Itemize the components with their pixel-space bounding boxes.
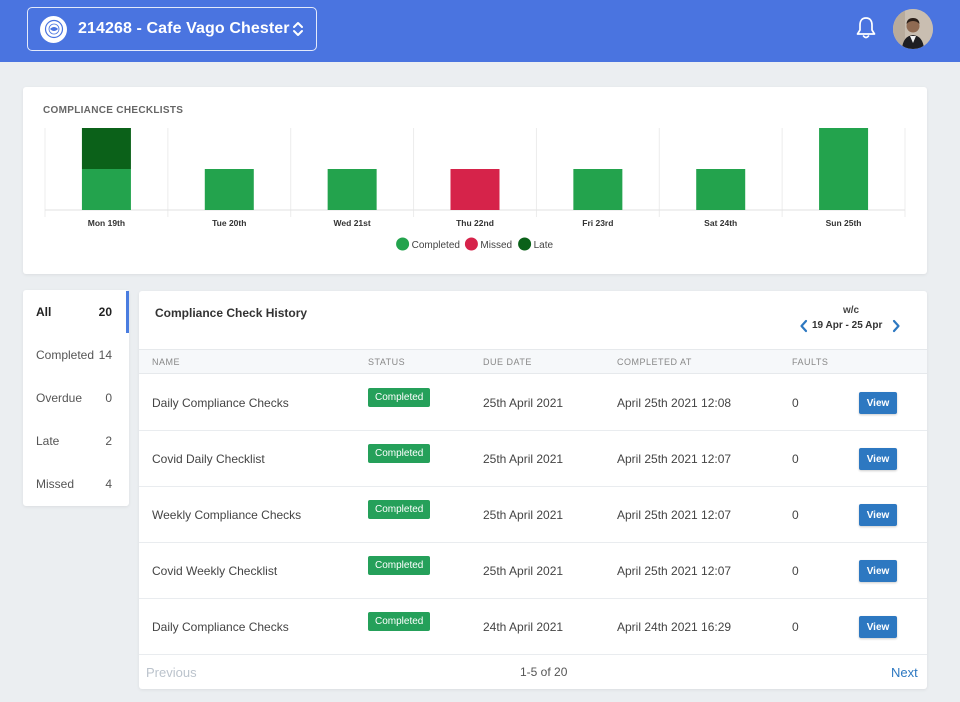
filter-label: Late (36, 434, 60, 448)
row-name: Covid Daily Checklist (152, 452, 265, 466)
week-label: w/c (842, 305, 860, 316)
status-badge: Completed (368, 500, 431, 519)
row-due-date: 25th April 2021 (483, 452, 564, 466)
bar-completed[interactable] (696, 169, 746, 210)
pagination-info: 1-5 of 20 (520, 665, 568, 679)
status-badge: Completed (368, 556, 431, 575)
filter-missed[interactable]: Missed 4 (23, 463, 129, 505)
view-button[interactable]: View (859, 504, 897, 526)
site-selector[interactable]: 214268 - Cafe Vago Chester (27, 7, 317, 51)
filter-count: 20 (98, 305, 112, 319)
column-header-due-date: DUE DATE (483, 357, 532, 367)
table-row: Weekly Compliance Checks Completed 25th … (139, 487, 927, 543)
compliance-chart: Mon 19th Tue 20th Wed 21st Thu 22nd Fri 23rd… (44, 128, 906, 251)
legend-label[interactable]: Missed (480, 240, 512, 251)
row-due-date: 25th April 2021 (483, 396, 564, 410)
filter-label: Completed (36, 348, 95, 362)
bell-icon[interactable] (854, 15, 878, 41)
table-row: Covid Weekly Checklist Completed 25th Ap… (139, 543, 927, 599)
table-row: Daily Compliance Checks Completed 25th A… (139, 375, 927, 431)
bar-missed[interactable] (450, 169, 500, 210)
avatar[interactable] (893, 9, 933, 49)
row-completed-at: April 25th 2021 12:08 (617, 396, 732, 410)
row-name: Weekly Compliance Checks (152, 508, 302, 522)
row-name: Covid Weekly Checklist (152, 564, 278, 578)
x-tick-label: Mon 19th (88, 218, 125, 228)
x-tick-label: Fri 23rd (582, 218, 613, 228)
bar-completed[interactable] (327, 169, 377, 210)
legend-swatch (464, 237, 478, 251)
column-header-name: NAME (152, 357, 181, 367)
bar-completed[interactable] (819, 128, 869, 210)
filter-late[interactable]: Late 2 (23, 420, 129, 462)
history-title: Compliance Check History (155, 306, 308, 320)
chevron-left-icon[interactable] (799, 319, 809, 338)
week-range: 19 Apr - 25 Apr (812, 320, 883, 331)
row-completed-at: April 25th 2021 12:07 (617, 564, 732, 578)
status-badge: Completed (368, 444, 431, 463)
table-row: Covid Daily Checklist Completed 25th Apr… (139, 431, 927, 487)
filter-count: 4 (105, 477, 112, 491)
row-name: Daily Compliance Checks (152, 396, 289, 410)
chevron-up-down-icon (292, 20, 304, 43)
row-completed-at: April 24th 2021 16:29 (617, 620, 732, 634)
row-faults: 0 (792, 396, 799, 410)
top-bar: 214268 - Cafe Vago Chester (0, 0, 960, 62)
chevron-right-icon[interactable] (891, 319, 901, 338)
legend-swatch (518, 237, 532, 251)
x-tick-label: Tue 20th (212, 218, 246, 228)
row-due-date: 25th April 2021 (483, 564, 564, 578)
history-card: Compliance Check History w/c 19 Apr - 25… (139, 291, 927, 689)
filter-label: Missed (36, 477, 75, 491)
column-header-faults: FAULTS (792, 357, 829, 367)
bar-completed[interactable] (81, 169, 131, 210)
x-tick-label: Wed 21st (334, 218, 371, 228)
row-faults: 0 (792, 564, 799, 578)
column-header-completed-at: COMPLETED AT (617, 357, 692, 367)
previous-page-button[interactable]: Previous (146, 665, 197, 680)
table-row: Daily Compliance Checks Completed 24th A… (139, 599, 927, 655)
view-button[interactable]: View (859, 560, 897, 582)
filter-panel: All 20 Completed 14 Overdue 0 Late 2 Mis… (23, 290, 129, 506)
table-header: NAME STATUS DUE DATE COMPLETED AT FAULTS (139, 349, 927, 374)
legend-label[interactable]: Completed (412, 240, 460, 251)
filter-all[interactable]: All 20 (23, 291, 129, 333)
view-button[interactable]: View (859, 616, 897, 638)
filter-count: 0 (105, 391, 112, 405)
x-tick-label: Sat 24th (704, 218, 737, 228)
view-button[interactable]: View (859, 392, 897, 414)
chart-title: COMPLIANCE CHECKLISTS (43, 105, 184, 116)
row-due-date: 24th April 2021 (483, 620, 564, 634)
row-faults: 0 (792, 508, 799, 522)
bar-late[interactable] (81, 128, 131, 169)
filter-count: 14 (98, 348, 112, 362)
filter-label: All (36, 305, 52, 319)
row-name: Daily Compliance Checks (152, 620, 289, 634)
row-faults: 0 (792, 620, 799, 634)
status-badge: Completed (368, 388, 431, 407)
compliance-chart-card: COMPLIANCE CHECKLISTS Mon 19th Tue 20th We… (23, 87, 927, 274)
row-due-date: 25th April 2021 (483, 508, 564, 522)
bar-completed[interactable] (573, 169, 623, 210)
x-tick-label: Sun 25th (826, 218, 862, 228)
column-header-status: STATUS (368, 357, 406, 367)
filter-count: 2 (105, 434, 112, 448)
filter-overdue[interactable]: Overdue 0 (23, 377, 129, 419)
site-name: 214268 - Cafe Vago Chester (78, 20, 290, 37)
x-tick-label: Thu 22nd (456, 218, 494, 228)
bar-completed[interactable] (204, 169, 254, 210)
row-completed-at: April 25th 2021 12:07 (617, 452, 732, 466)
legend-swatch (396, 237, 410, 251)
filter-label: Overdue (36, 391, 83, 405)
row-completed-at: April 25th 2021 12:07 (617, 508, 732, 522)
legend-label[interactable]: Late (534, 240, 554, 251)
status-badge: Completed (368, 612, 431, 631)
view-button[interactable]: View (859, 448, 897, 470)
next-page-button[interactable]: Next (891, 665, 918, 680)
row-faults: 0 (792, 452, 799, 466)
filter-completed[interactable]: Completed 14 (23, 334, 129, 376)
site-logo-icon (40, 15, 67, 43)
